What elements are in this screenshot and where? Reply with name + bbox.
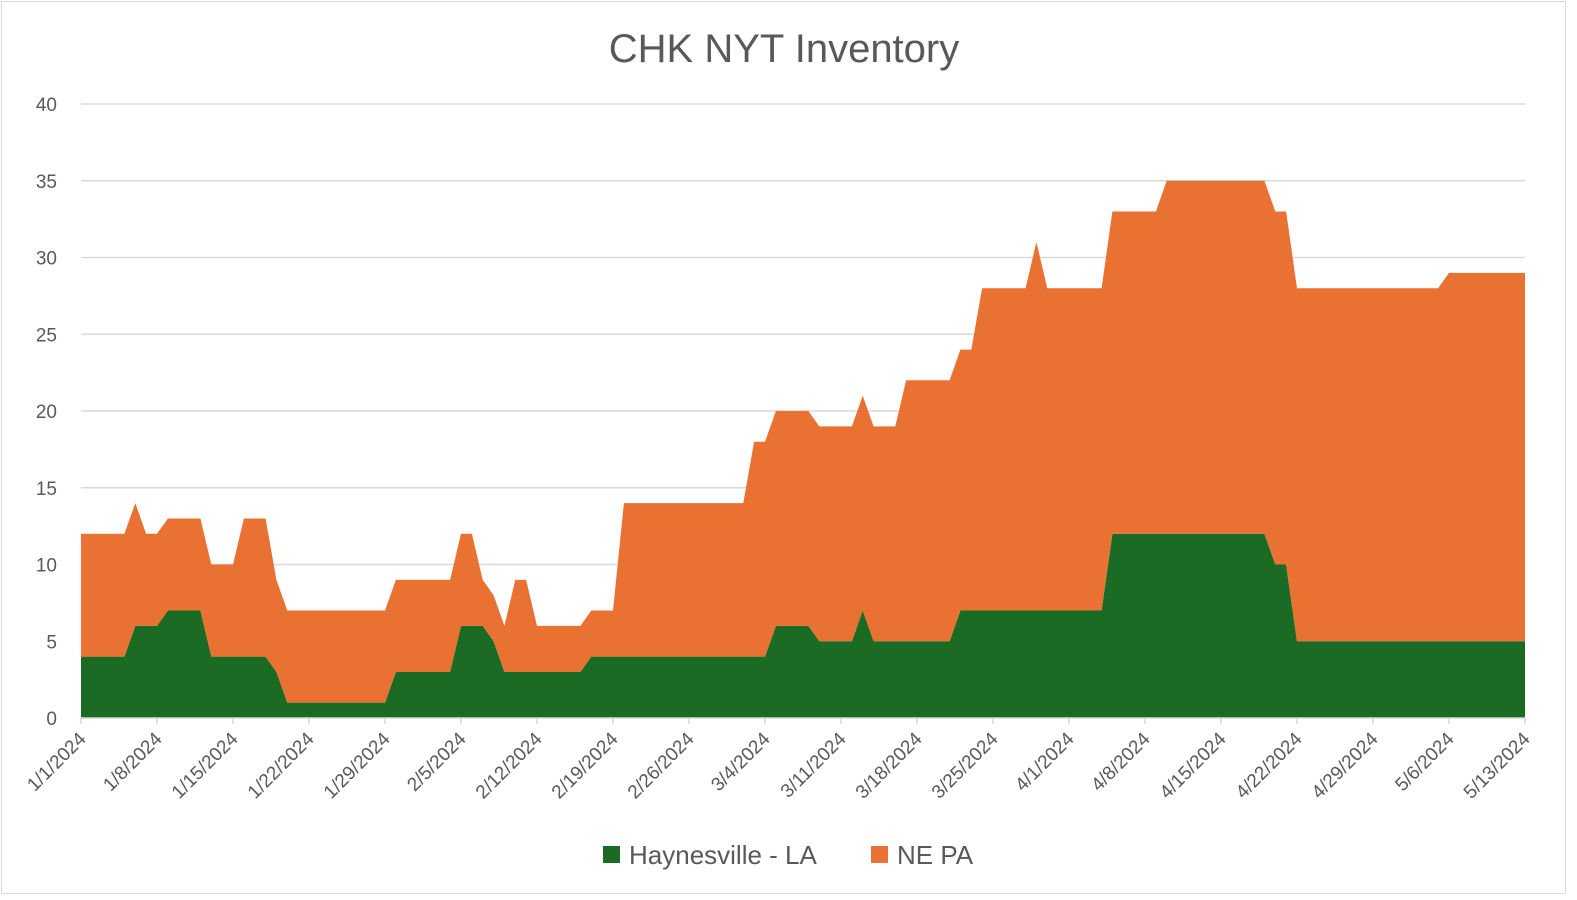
x-tick-label: 4/22/2024 [1232, 728, 1307, 803]
x-tick-label: 1/29/2024 [320, 728, 395, 803]
x-tick-label: 2/5/2024 [403, 728, 470, 795]
x-axis: 1/1/2024 1/8/2024 1/15/2024 1/22/2024 1/29/2… [23, 717, 1535, 803]
x-tick-label: 1/1/2024 [23, 728, 90, 795]
areas [81, 180, 1525, 718]
x-tick-label: 4/1/2024 [1011, 728, 1078, 795]
legend: Haynesville - LA NE PA [603, 840, 974, 870]
x-tick-label: 4/15/2024 [1156, 728, 1231, 803]
x-tick-label: 3/11/2024 [777, 728, 851, 802]
x-tick-label: 5/6/2024 [1391, 728, 1458, 795]
y-tick-label: 40 [36, 95, 57, 116]
legend-swatch-ne-pa [871, 846, 888, 863]
chart-title: CHK NYT Inventory [609, 27, 960, 71]
area-ne-pa [81, 180, 1525, 703]
y-tick-label: 25 [36, 325, 57, 346]
x-tick-label: 5/13/2024 [1460, 728, 1535, 803]
legend-label-ne-pa: NE PA [897, 840, 974, 870]
x-tick-label: 4/8/2024 [1087, 728, 1154, 795]
x-tick-label: 3/4/2024 [707, 728, 774, 795]
x-tick-label: 2/19/2024 [548, 728, 623, 803]
y-tick-label: 10 [36, 556, 57, 577]
x-tick-label: 3/18/2024 [852, 728, 927, 803]
x-tick-label: 2/12/2024 [472, 728, 547, 803]
y-tick-label: 35 [36, 172, 57, 193]
y-tick-label: 15 [36, 479, 57, 500]
y-tick-label: 30 [36, 249, 57, 270]
x-tick-label: 4/29/2024 [1308, 728, 1383, 803]
y-tick-label: 5 [46, 632, 57, 653]
x-tick-label: 1/22/2024 [244, 728, 319, 803]
x-tick-label: 3/25/2024 [928, 728, 1003, 803]
x-tick-label: 1/15/2024 [168, 728, 243, 803]
y-tick-label: 0 [46, 709, 57, 730]
legend-swatch-haynesville [603, 846, 620, 863]
y-tick-label: 20 [36, 402, 57, 423]
y-axis: 0 5 10 15 20 25 30 35 40 [36, 95, 57, 730]
x-tick-label: 1/8/2024 [99, 728, 166, 795]
legend-label-haynesville: Haynesville - LA [629, 840, 818, 870]
x-tick-label: 2/26/2024 [624, 728, 699, 803]
